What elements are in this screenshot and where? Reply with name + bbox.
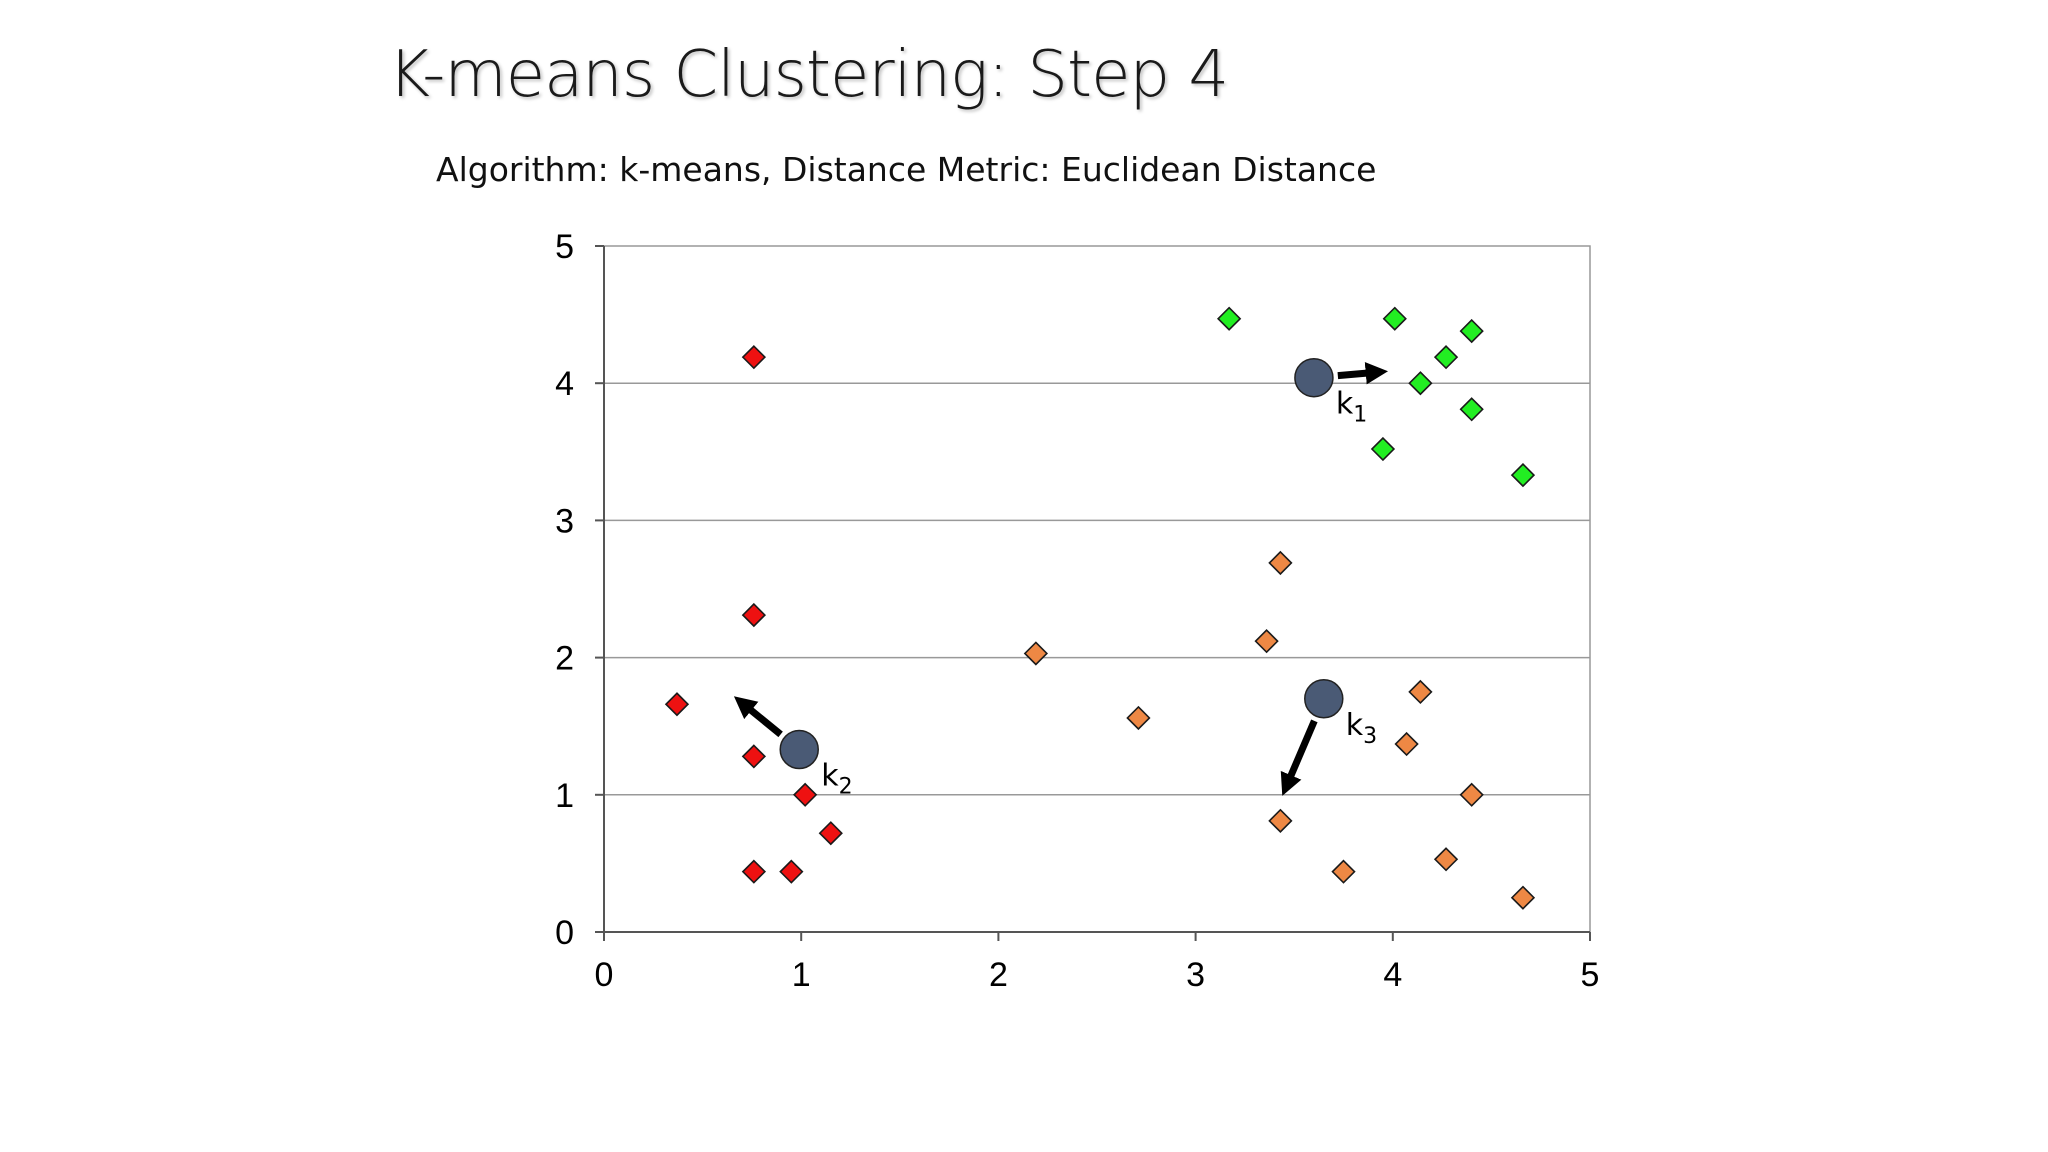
centroid-marker — [1304, 679, 1344, 719]
data-point-cluster-3 — [1459, 782, 1484, 807]
data-point-cluster-3 — [1331, 859, 1356, 884]
data-point-cluster-2 — [741, 859, 767, 884]
y-tick-label: 4 — [555, 365, 574, 403]
y-tick-label: 2 — [555, 640, 574, 678]
data-point-cluster-2 — [741, 345, 767, 370]
centroid-label: k2 — [821, 759, 852, 800]
data-point-cluster-3 — [1408, 679, 1433, 705]
x-tick-label: 4 — [1383, 956, 1402, 994]
data-point-cluster-3 — [1023, 641, 1048, 666]
data-point-cluster-3 — [1126, 705, 1151, 731]
data-point-cluster-3 — [1433, 847, 1459, 872]
data-point-cluster-3 — [1510, 885, 1536, 910]
x-tick-label: 3 — [1186, 956, 1205, 994]
data-point-cluster-1 — [1216, 306, 1242, 331]
data-point-cluster-1 — [1510, 462, 1536, 488]
centroid-marker — [1294, 357, 1334, 398]
y-tick-label: 5 — [555, 228, 574, 266]
data-point-cluster-1 — [1459, 397, 1484, 422]
x-tick-label: 5 — [1581, 956, 1600, 994]
centroid-label-subscript: 2 — [839, 775, 853, 800]
centroid-marker — [779, 729, 819, 770]
centroid-move-arrow — [1337, 362, 1389, 385]
data-point-cluster-2 — [779, 859, 804, 884]
x-tick-label: 2 — [989, 956, 1008, 994]
data-point-cluster-2 — [664, 692, 690, 717]
tick-labels: 0 1 2 3 4 5 0 1 2 3 4 5 — [555, 228, 1599, 994]
data-point-cluster-3 — [1268, 808, 1293, 833]
y-tick-label: 1 — [555, 777, 574, 815]
data-point-cluster-2 — [793, 782, 818, 807]
data-point-cluster-1 — [1408, 371, 1433, 396]
centroid-label-main: k — [1336, 387, 1354, 422]
centroid-label: k1 — [1336, 387, 1367, 428]
slide-title: K-means Clustering: Step 4 — [388, 38, 1229, 112]
data-point-cluster-1 — [1459, 318, 1484, 344]
x-tick-label: 1 — [792, 956, 811, 994]
data-point-cluster-2 — [741, 744, 767, 769]
centroid-label-subscript: 3 — [1363, 724, 1377, 749]
data-point-cluster-1 — [1382, 306, 1407, 331]
data-point-cluster-3 — [1268, 550, 1293, 576]
centroid-label-subscript: 1 — [1353, 403, 1367, 428]
data-point-cluster-1 — [1433, 345, 1459, 370]
y-tick-label: 0 — [555, 914, 574, 952]
data-points — [664, 306, 1536, 910]
slide-subtitle: Algorithm: k-means, Distance Metric: Euc… — [436, 150, 1377, 189]
centroid-label-main: k — [1346, 708, 1364, 743]
data-point-cluster-3 — [1254, 629, 1279, 654]
axes — [595, 245, 1591, 941]
data-point-cluster-1 — [1370, 436, 1396, 462]
centroid-label-main: k — [821, 759, 839, 794]
data-point-cluster-3 — [1394, 731, 1419, 757]
centroid-move-arrow — [733, 696, 783, 738]
y-tick-label: 3 — [555, 502, 574, 540]
data-point-cluster-2 — [818, 821, 843, 846]
centroid-move-arrow — [1280, 719, 1318, 796]
centroid-label: k3 — [1346, 708, 1377, 749]
x-tick-label: 0 — [595, 956, 614, 994]
data-point-cluster-2 — [741, 602, 767, 628]
